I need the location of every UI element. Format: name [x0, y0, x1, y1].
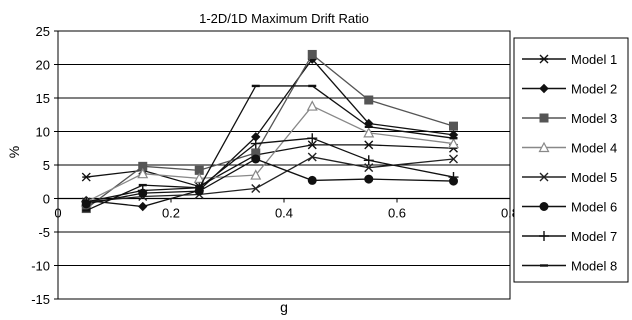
legend-label: Model 8 — [571, 259, 617, 274]
model-3-series — [81, 49, 458, 214]
model-7-point — [307, 133, 318, 144]
model-2-point — [138, 201, 148, 212]
legend-box — [513, 37, 629, 283]
chart-title: 1-2D/1D Maximum Drift Ratio — [199, 11, 369, 26]
model-1-point — [364, 140, 374, 150]
x-tick-label: 0.4 — [275, 206, 293, 221]
series-layer — [80, 49, 459, 214]
model-5-point — [307, 152, 317, 162]
legend-label: Model 1 — [571, 52, 617, 67]
model-3-point — [307, 49, 317, 59]
legend-swatch-marker — [538, 141, 550, 153]
y-tick-label: 5 — [43, 158, 50, 173]
model-6-point — [364, 174, 374, 184]
legend-item-model-6: Model 6 — [522, 200, 617, 215]
model-4-series — [80, 100, 459, 207]
x-tick-label: 0 — [54, 206, 61, 221]
legend-swatch-marker — [539, 172, 549, 182]
legend-item-model-7: Model 7 — [522, 229, 617, 244]
model-7-point — [137, 185, 148, 196]
model-3-point — [449, 121, 458, 131]
y-tick-label: -10 — [31, 259, 50, 274]
legend-item-model-5: Model 5 — [522, 170, 617, 185]
model-1-point — [81, 172, 91, 182]
legend-label: Model 7 — [571, 229, 617, 244]
legend-swatch-marker — [539, 83, 549, 94]
legend-swatch-marker — [539, 231, 549, 241]
model-4-point — [448, 137, 459, 149]
legend-item-model-1: Model 1 — [522, 52, 617, 67]
legend-label: Model 5 — [571, 170, 617, 185]
y-tick-label: 20 — [36, 58, 50, 73]
x-axis-title: g — [280, 299, 288, 315]
model-5-point — [364, 163, 374, 173]
y-tick-label: 15 — [36, 91, 50, 106]
grid-layer — [58, 64, 510, 266]
y-axis-title: % — [6, 146, 22, 158]
y-tick-label: -5 — [38, 225, 50, 240]
model-4-point — [363, 127, 375, 138]
y-tick-label: 10 — [36, 125, 50, 140]
legend-label: Model 2 — [571, 82, 617, 97]
model-1-point — [307, 140, 317, 150]
model-6-point — [307, 175, 317, 185]
model-7-point — [363, 155, 374, 166]
legend-swatch-marker — [539, 54, 549, 64]
model-5-point — [449, 154, 458, 164]
legend-swatch-marker — [539, 202, 549, 211]
legend-swatch-marker — [539, 113, 549, 123]
legend-item-model-2: Model 2 — [522, 82, 617, 97]
legend-label: Model 4 — [571, 141, 617, 156]
x-tick-label: 0.6 — [388, 206, 406, 221]
legend-item-model-3: Model 3 — [522, 111, 617, 126]
model-6-point — [251, 154, 261, 164]
y-tick-label: 25 — [36, 24, 50, 39]
model-5-point — [251, 183, 261, 193]
model-4-line — [85, 105, 454, 203]
model-7-point — [250, 138, 261, 149]
model-4-point — [250, 169, 262, 180]
legend-item-model-4: Model 4 — [522, 141, 617, 156]
model-4-point — [306, 100, 318, 111]
model-4-point — [193, 172, 205, 183]
legend-item-model-8: Model 8 — [522, 259, 617, 274]
legend-label: Model 6 — [571, 200, 617, 215]
y-tick-label: 0 — [43, 192, 50, 207]
model-3-point — [364, 95, 374, 105]
legend: Model 1 Model 2 Model 3 Model 4 Model 5 Model… — [522, 52, 617, 274]
x-tick-label: 0.2 — [162, 206, 180, 221]
model-4-point — [137, 167, 149, 179]
y-tick-label: -15 — [31, 292, 50, 307]
model-8-series — [82, 84, 458, 212]
model-7-point — [448, 172, 459, 183]
model-7-point — [81, 196, 92, 207]
legend-label: Model 3 — [571, 111, 617, 126]
